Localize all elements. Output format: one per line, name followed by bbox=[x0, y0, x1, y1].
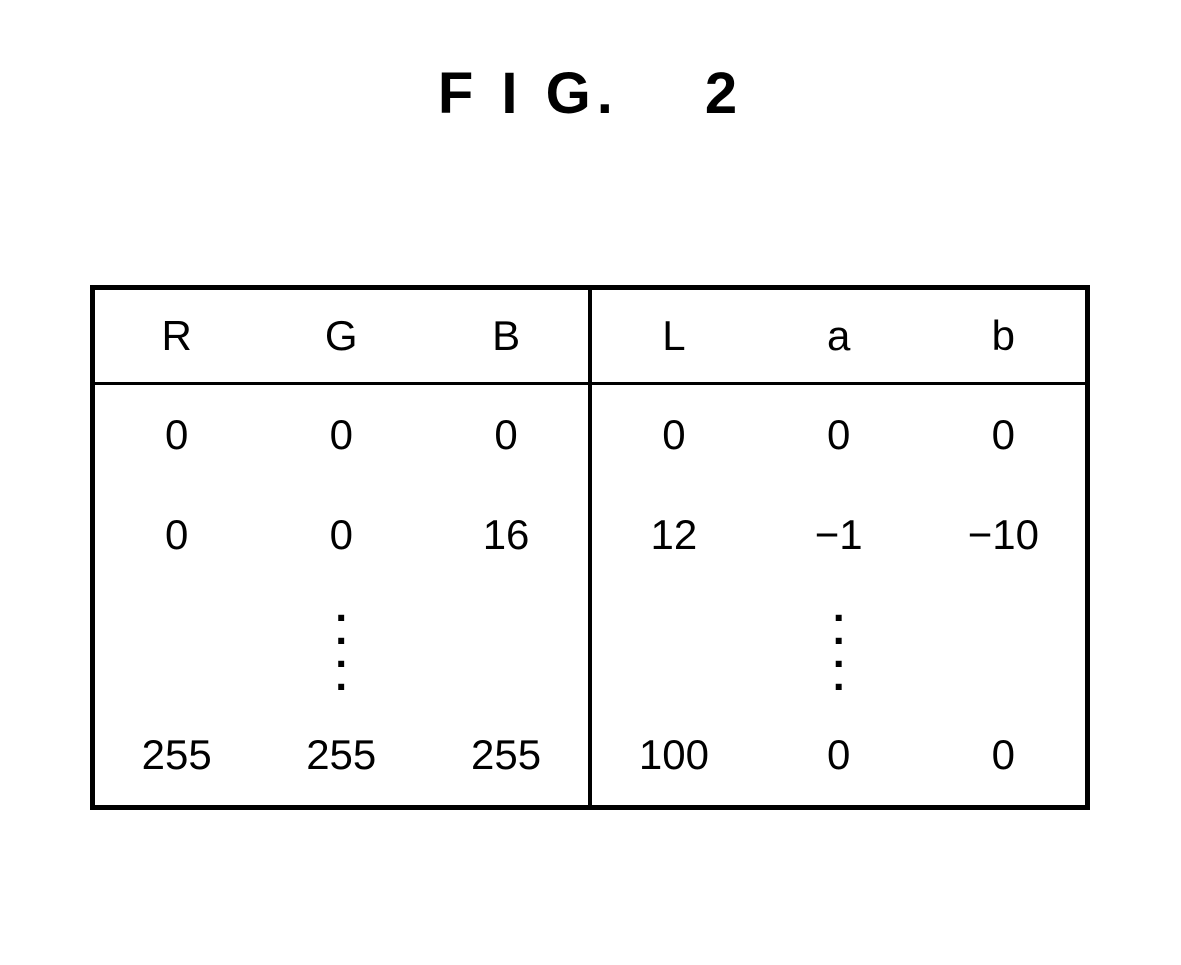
table-header-row: R G B L a b bbox=[93, 288, 1088, 384]
col-header-B: B bbox=[424, 288, 590, 384]
cell: 255 bbox=[258, 705, 424, 808]
cell: −10 bbox=[922, 485, 1088, 585]
table-row: 0 0 16 12 −1 −10 bbox=[93, 485, 1088, 585]
conversion-table: R G B L a b 0 0 0 0 0 0 0 0 16 12 −1 bbox=[90, 285, 1090, 810]
table: R G B L a b 0 0 0 0 0 0 0 0 16 12 −1 bbox=[90, 285, 1090, 810]
cell: 0 bbox=[258, 384, 424, 486]
cell: 255 bbox=[424, 705, 590, 808]
cell bbox=[424, 585, 590, 705]
cell: 0 bbox=[590, 384, 756, 486]
cell: 16 bbox=[424, 485, 590, 585]
col-header-G: G bbox=[258, 288, 424, 384]
vertical-ellipsis-icon: .... bbox=[756, 585, 922, 705]
table-row: 0 0 0 0 0 0 bbox=[93, 384, 1088, 486]
cell: 0 bbox=[93, 485, 259, 585]
cell: 0 bbox=[93, 384, 259, 486]
col-header-b: b bbox=[922, 288, 1088, 384]
cell: 0 bbox=[922, 384, 1088, 486]
cell: 255 bbox=[93, 705, 259, 808]
cell: −1 bbox=[756, 485, 922, 585]
cell: 0 bbox=[922, 705, 1088, 808]
cell: 12 bbox=[590, 485, 756, 585]
cell: 100 bbox=[590, 705, 756, 808]
cell: 0 bbox=[756, 705, 922, 808]
figure-title: F I G. 2 bbox=[0, 60, 1181, 127]
col-header-a: a bbox=[756, 288, 922, 384]
cell: 0 bbox=[756, 384, 922, 486]
col-header-L: L bbox=[590, 288, 756, 384]
col-header-R: R bbox=[93, 288, 259, 384]
vertical-ellipsis-icon: .... bbox=[258, 585, 424, 705]
table-row: 255 255 255 100 0 0 bbox=[93, 705, 1088, 808]
cell bbox=[93, 585, 259, 705]
figure-page: F I G. 2 R G B L a b 0 0 0 0 0 0 0 0 bbox=[0, 0, 1181, 965]
cell: 0 bbox=[424, 384, 590, 486]
cell bbox=[922, 585, 1088, 705]
cell: 0 bbox=[258, 485, 424, 585]
cell bbox=[590, 585, 756, 705]
table-row-ellipsis: .... .... bbox=[93, 585, 1088, 705]
